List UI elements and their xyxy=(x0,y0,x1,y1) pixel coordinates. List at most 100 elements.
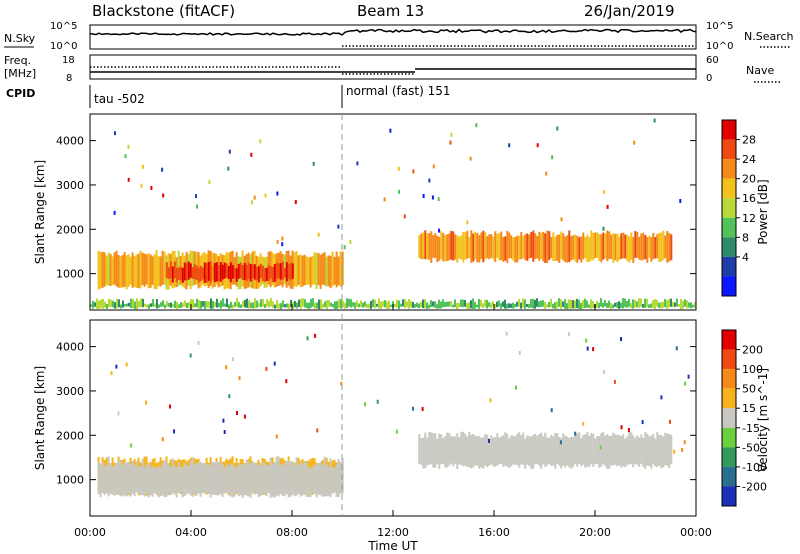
vel-speckle xyxy=(238,376,241,381)
power-cell xyxy=(331,251,334,287)
power-cell xyxy=(180,302,182,308)
power-cell xyxy=(102,299,104,309)
power-cell xyxy=(376,303,378,307)
power-cell xyxy=(192,299,194,308)
vel-cell xyxy=(305,462,308,497)
power-cell xyxy=(598,234,601,261)
power-cell xyxy=(406,301,408,308)
power-cell xyxy=(572,235,575,260)
vel-cell xyxy=(297,464,300,495)
power-cell xyxy=(604,233,607,259)
vel-cell xyxy=(179,466,182,493)
range-tick-label: 1000 xyxy=(56,474,84,487)
vel-cell xyxy=(546,437,549,466)
power-cell xyxy=(586,234,589,263)
power-cell xyxy=(552,232,555,261)
power-cell xyxy=(127,254,130,287)
power-cell xyxy=(630,303,632,309)
vel-cell xyxy=(480,437,483,468)
power-cell xyxy=(660,302,662,309)
vel-cell xyxy=(588,435,591,467)
power-cell xyxy=(544,301,546,309)
vel-cell xyxy=(171,467,174,493)
vel-cell xyxy=(293,465,296,497)
vel-cell xyxy=(323,467,326,497)
vel-cell xyxy=(606,434,609,469)
power-cell xyxy=(428,304,430,309)
power-cell xyxy=(606,303,608,308)
vel-cell xyxy=(165,461,168,497)
power-cell xyxy=(670,234,673,261)
power-cell xyxy=(564,299,566,309)
power-speckle xyxy=(633,140,636,145)
noise-top-right: 10^5 xyxy=(706,21,733,32)
power-cell xyxy=(206,301,208,308)
power-cell xyxy=(636,232,639,258)
power-cell xyxy=(143,253,146,287)
power-cell xyxy=(662,301,664,308)
power-cell xyxy=(314,303,316,309)
power-cell xyxy=(332,304,334,308)
power-cell xyxy=(508,303,510,308)
vel-speckle xyxy=(592,347,595,352)
power-cell xyxy=(258,302,260,307)
power-cell xyxy=(498,300,500,307)
power-cell xyxy=(494,231,497,262)
power-cell xyxy=(149,254,152,288)
vel-cell xyxy=(550,435,553,467)
vel-cell xyxy=(263,462,266,494)
power-cell xyxy=(540,300,542,307)
power-cell xyxy=(287,264,290,280)
power-cell xyxy=(153,254,156,290)
power-cell xyxy=(648,304,650,308)
power-cell xyxy=(434,233,437,258)
power-cell xyxy=(330,302,332,307)
power-cell xyxy=(282,300,284,308)
power-cell xyxy=(237,263,240,279)
power-cell xyxy=(546,230,549,263)
power-cell xyxy=(327,255,330,287)
power-cell xyxy=(169,261,172,278)
vel-cell xyxy=(630,432,633,465)
vel-cell xyxy=(301,464,304,496)
power-cell xyxy=(309,257,312,288)
vel-speckle xyxy=(376,399,379,404)
colorbar-tick-label: 16 xyxy=(742,192,756,205)
power-cell xyxy=(362,302,364,308)
power-cell xyxy=(456,302,458,310)
vel-cell xyxy=(201,464,204,494)
power-speckle xyxy=(259,139,262,144)
power-cell xyxy=(646,237,649,263)
colorbar-tick-label: -100 xyxy=(742,461,767,474)
vel-cell xyxy=(315,464,318,498)
vel-cell xyxy=(153,467,156,494)
power-cell xyxy=(243,263,246,281)
vel-cell xyxy=(574,431,577,465)
vel-cell xyxy=(590,432,593,465)
power-cell xyxy=(618,236,621,261)
power-cell xyxy=(608,231,611,260)
vel-cell xyxy=(189,461,192,496)
power-cell xyxy=(440,231,443,259)
power-cell xyxy=(600,234,603,263)
power-cell xyxy=(244,299,246,308)
power-cell xyxy=(288,303,290,309)
vel-speckle xyxy=(582,421,585,426)
vel-cell xyxy=(221,464,224,497)
vel-speckle xyxy=(273,361,276,366)
power-cell xyxy=(432,235,435,258)
power-cell xyxy=(316,302,318,309)
vel-cell xyxy=(299,461,302,497)
vel-cell xyxy=(219,461,222,495)
vel-speckle xyxy=(314,333,317,338)
power-cell xyxy=(442,232,445,262)
vel-cell xyxy=(662,436,665,468)
vel-cell xyxy=(329,462,332,498)
power-cell xyxy=(135,254,138,288)
power-cell xyxy=(230,301,232,309)
vel-speckle xyxy=(675,346,678,351)
power-cell xyxy=(253,264,256,280)
power-cell xyxy=(422,299,424,309)
vel-cell xyxy=(504,432,507,466)
vel-cell xyxy=(646,433,649,466)
